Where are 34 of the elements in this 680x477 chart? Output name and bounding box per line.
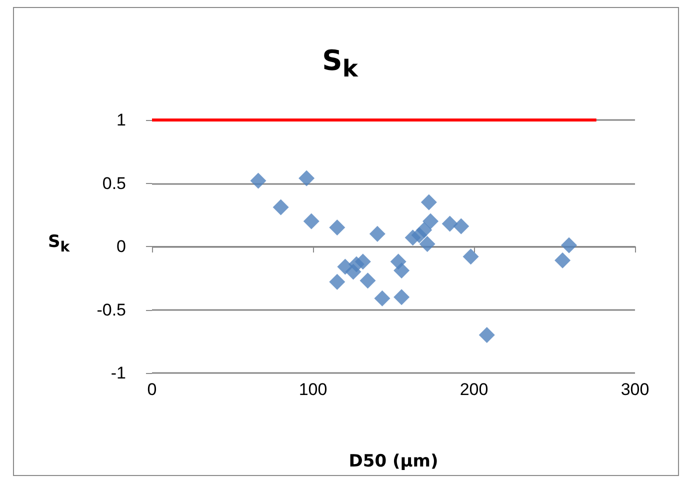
point — [298, 170, 315, 186]
point — [394, 262, 410, 279]
point — [419, 236, 436, 252]
y-tick-label: 0.5 — [102, 174, 126, 193]
x-tick-label: 200 — [460, 380, 488, 399]
x-tick-label: 300 — [620, 380, 650, 399]
x-tick-label: 100 — [298, 380, 328, 399]
x-axis-title: D50 (µm) — [348, 452, 438, 472]
point — [416, 222, 432, 238]
point — [422, 213, 439, 230]
point — [442, 216, 458, 232]
point — [374, 290, 390, 306]
y-tick-label: -1 — [110, 364, 126, 382]
point — [272, 199, 289, 216]
point — [554, 252, 571, 268]
point — [394, 289, 410, 306]
point — [560, 237, 577, 254]
point — [478, 327, 495, 344]
point — [329, 274, 346, 290]
point — [329, 220, 346, 236]
y-tick-label: 0 — [116, 237, 126, 256]
point — [360, 272, 376, 289]
x-tick-label: 0 — [147, 380, 157, 399]
chart-title: S$_{k}$ — [321, 44, 360, 83]
y-axis-title: S$_{k}$ — [48, 232, 70, 256]
point — [250, 172, 266, 189]
point — [303, 213, 320, 230]
point — [453, 218, 470, 234]
y-tick-label: 1 — [116, 110, 126, 130]
y-tick-label: -0.5 — [96, 300, 126, 320]
point — [462, 248, 479, 265]
point — [420, 194, 437, 210]
point — [369, 226, 386, 242]
point — [354, 254, 371, 270]
